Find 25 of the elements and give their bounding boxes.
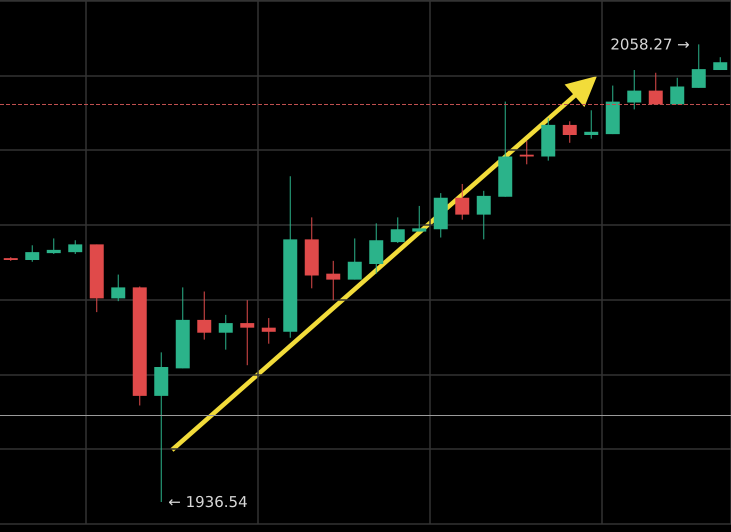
candlestick — [326, 260, 340, 301]
candlestick — [348, 238, 362, 280]
annotation: 2058.27 → — [610, 35, 690, 54]
candlestick — [670, 77, 684, 105]
candlestick — [627, 70, 642, 110]
candlestick — [412, 205, 426, 232]
candlestick — [25, 244, 40, 262]
candlestick — [520, 140, 534, 165]
candlestick — [455, 183, 470, 220]
candlestick — [562, 120, 577, 144]
candlestick — [584, 110, 598, 140]
candlestick — [46, 238, 61, 254]
candlestick — [197, 291, 212, 340]
candlestick — [476, 190, 491, 240]
candlestick — [713, 56, 728, 71]
candlestick — [692, 44, 706, 88]
candlestick — [390, 216, 405, 244]
candlestick — [240, 300, 254, 366]
candlestick — [648, 72, 663, 105]
candlestick — [111, 274, 126, 302]
candlestick — [68, 240, 82, 254]
annotation: ← 1936.54 — [168, 493, 248, 512]
candlestick — [218, 314, 233, 350]
candlestick — [262, 318, 276, 344]
candlestick — [369, 222, 384, 274]
